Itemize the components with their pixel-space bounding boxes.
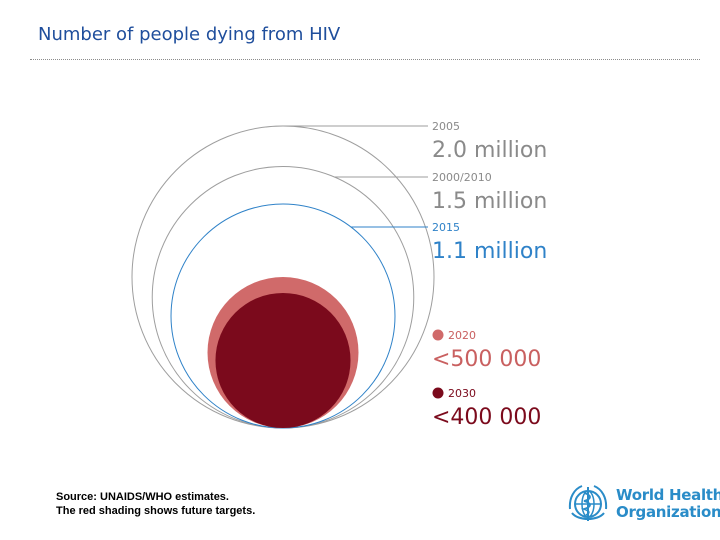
value-label-2020: <500 000 [432,347,541,372]
source-line: Source: UNAIDS/WHO estimates. [56,491,229,503]
period-label-2015: 2015 [432,221,460,234]
title-divider [30,59,700,60]
who-emblem-icon [568,485,608,521]
value-label-2000-2010: 1.5 million [432,189,547,214]
legend-swatch-2030 [432,387,444,399]
period-label-2000-2010: 2000/2010 [432,171,492,184]
value-label-2005: 2.0 million [432,138,547,163]
period-label-2030: 2030 [448,387,476,400]
who-name-line1: World Health [616,486,720,504]
period-label-2005: 2005 [432,120,460,133]
page-title: Number of people dying from HIV [38,24,341,45]
source-note: Source: UNAIDS/WHO estimates. The red sh… [56,490,255,518]
period-label-2020: 2020 [448,329,476,342]
value-label-2030: <400 000 [432,405,541,430]
who-name-line2: Organization [616,503,720,521]
legend-swatch-2020 [432,329,444,341]
who-name: World Health Organization [616,487,720,521]
who-logo: World Health Organization [566,483,720,525]
bubble-2030 [215,292,351,428]
value-label-2015: 1.1 million [432,239,547,264]
target-note-line: The red shading shows future targets. [56,505,256,517]
